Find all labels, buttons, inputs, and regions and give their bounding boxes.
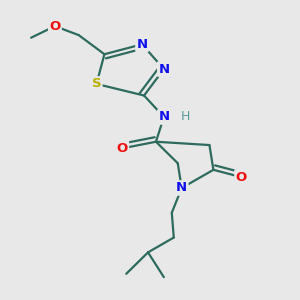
Text: O: O — [236, 171, 247, 184]
Text: N: N — [158, 63, 169, 76]
Text: S: S — [92, 77, 101, 91]
Text: H: H — [181, 110, 190, 124]
Text: N: N — [158, 110, 169, 124]
Text: O: O — [49, 20, 61, 33]
Text: N: N — [136, 38, 148, 51]
Text: O: O — [117, 142, 128, 155]
Text: N: N — [176, 182, 187, 194]
